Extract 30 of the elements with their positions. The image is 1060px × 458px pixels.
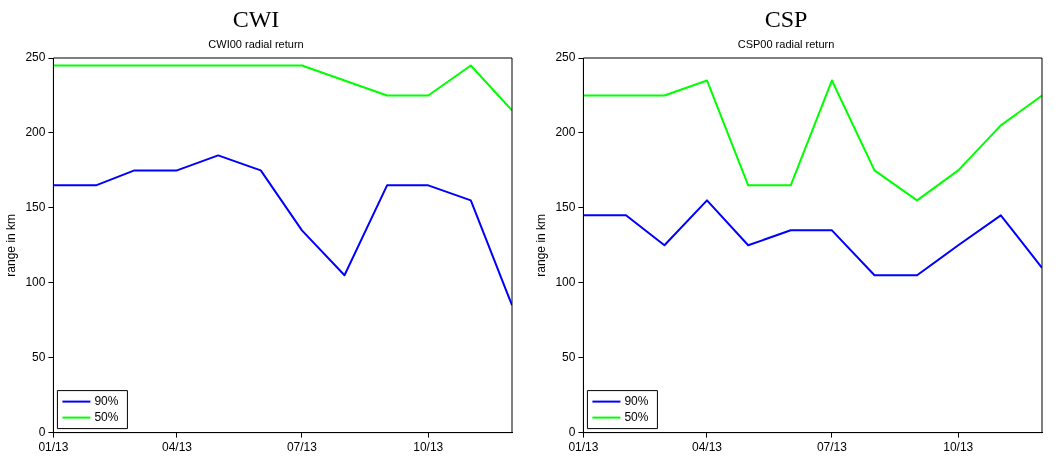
legend-label: 50% bbox=[624, 409, 649, 424]
y-tick-label: 50 bbox=[562, 349, 576, 364]
y-tick-label: 100 bbox=[25, 275, 46, 290]
legend-label: 50% bbox=[94, 409, 119, 424]
chart-subtitle: CSP00 radial return bbox=[737, 38, 835, 51]
y-tick-label: 250 bbox=[555, 50, 576, 65]
x-tick-label: 10/13 bbox=[943, 440, 974, 455]
y-tick-label: 0 bbox=[38, 424, 46, 439]
chart-subtitle: CWI00 radial return bbox=[208, 38, 304, 51]
x-tick-label: 01/13 bbox=[38, 440, 69, 455]
x-tick-label: 07/13 bbox=[816, 440, 848, 455]
y-axis-title: range in km bbox=[3, 213, 18, 277]
x-tick-label: 07/13 bbox=[286, 440, 318, 455]
y-tick-label: 200 bbox=[25, 125, 46, 140]
y-tick-label: 100 bbox=[555, 275, 576, 290]
x-tick-label: 04/13 bbox=[161, 440, 193, 455]
y-tick-label: 0 bbox=[568, 424, 576, 439]
legend-label: 90% bbox=[94, 393, 119, 408]
chart-title: CWI bbox=[232, 5, 280, 32]
chart-title: CSP bbox=[764, 5, 808, 32]
y-tick-label: 50 bbox=[32, 349, 46, 364]
y-axis-title: range in km bbox=[533, 213, 548, 277]
x-tick-label: 01/13 bbox=[568, 440, 599, 455]
y-tick-label: 150 bbox=[25, 200, 46, 215]
y-tick-label: 250 bbox=[25, 50, 46, 65]
y-tick-label: 150 bbox=[555, 200, 576, 215]
y-tick-label: 200 bbox=[555, 125, 576, 140]
legend-label: 90% bbox=[624, 393, 649, 408]
x-tick-label: 04/13 bbox=[691, 440, 723, 455]
x-tick-label: 10/13 bbox=[413, 440, 444, 455]
